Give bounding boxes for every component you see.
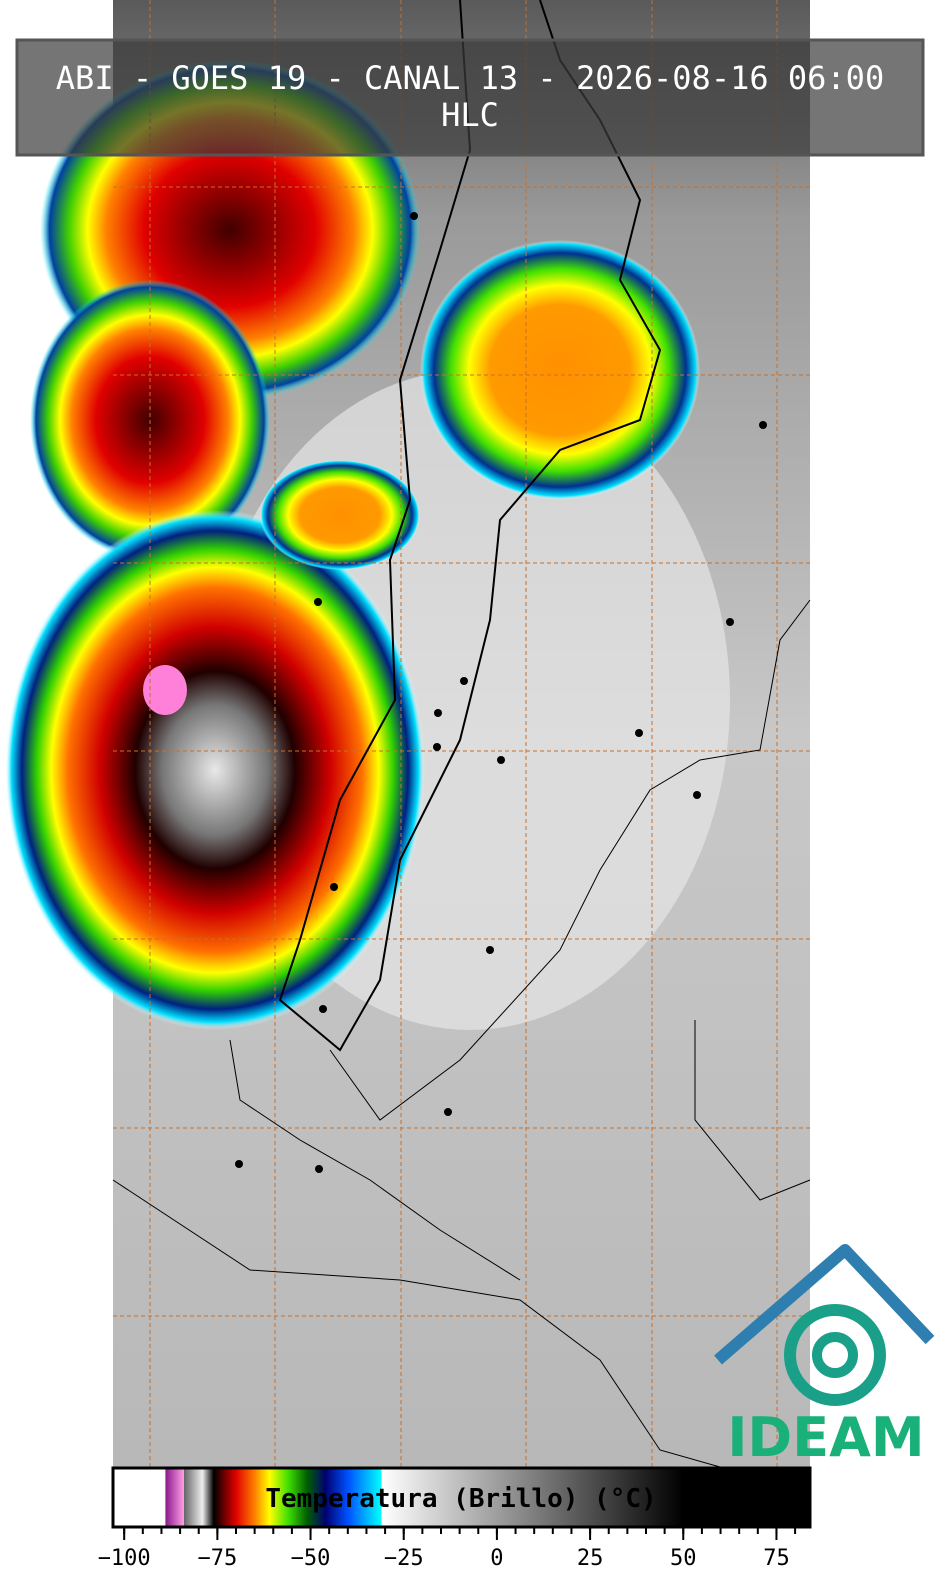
logo-text: IDEAM xyxy=(727,1406,924,1469)
tick-label: 25 xyxy=(577,1546,604,1571)
colorbar: Temperatura (Brillo) (°C) −100 −75 −50 −25 0… xyxy=(98,1466,812,1571)
colorbar-label: Temperatura (Brillo) (°C) xyxy=(265,1484,656,1514)
tick-label: −100 xyxy=(98,1546,151,1571)
title-box: ABI - GOES 19 - CANAL 13 - 2026-08-16 06… xyxy=(15,38,925,157)
tick-label: 50 xyxy=(670,1546,697,1571)
tick-label: 75 xyxy=(763,1546,790,1571)
borders xyxy=(112,0,811,1468)
satellite-map xyxy=(5,0,811,1468)
title-line: HLC xyxy=(441,96,499,134)
colorbar-bar xyxy=(111,1466,812,1529)
tick-label: 0 xyxy=(490,1546,503,1571)
tick-label: −50 xyxy=(291,1546,331,1571)
tick-label: −25 xyxy=(384,1546,424,1571)
tick-label: −75 xyxy=(197,1546,237,1571)
title-line: ABI - GOES 19 - CANAL 13 - 2026-08-16 06… xyxy=(56,59,884,97)
logo: IDEAM xyxy=(714,1244,935,1469)
cities xyxy=(235,212,767,1173)
